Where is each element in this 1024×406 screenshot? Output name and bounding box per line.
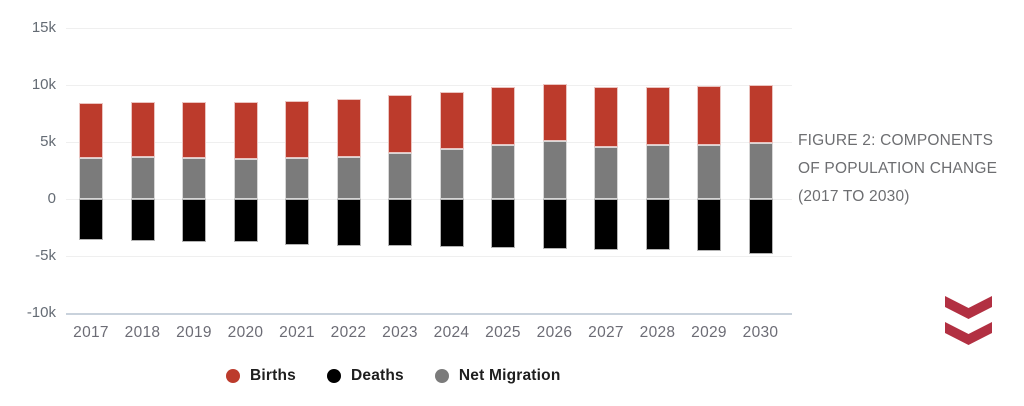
figure-caption-line-1: FIGURE 2: COMPONENTS	[798, 132, 994, 149]
bar-net-migration-2028	[645, 145, 670, 199]
bar-births-2029	[697, 86, 721, 146]
x-axis-tick-2018: 2018	[124, 324, 161, 341]
figure-caption: FIGURE 2: COMPONENTS OF POPULATION CHANG…	[798, 127, 1016, 211]
bar-net-migration-2030	[748, 143, 773, 199]
bar-deaths-2024	[439, 199, 464, 247]
x-axis-tick-2027: 2027	[588, 324, 624, 341]
bar-deaths-2029	[697, 199, 721, 252]
bar-births-2026	[542, 83, 567, 141]
legend-label-births: Births	[250, 367, 296, 384]
bar-deaths-2017	[79, 199, 103, 241]
bar-net-migration-2025	[491, 145, 515, 199]
births-dot-icon	[226, 369, 240, 383]
y-axis-tick-label: 15k	[31, 19, 56, 36]
figure-caption-line-3: (2017 TO 2030)	[798, 188, 910, 205]
legend-item-deaths: Deaths	[326, 367, 404, 385]
bar-births-2020	[233, 102, 258, 160]
deaths-dot-icon	[326, 369, 341, 383]
bar-net-migration-2021	[285, 157, 309, 199]
bar-deaths-2019	[182, 199, 206, 243]
bar-births-2017	[79, 103, 103, 158]
bar-births-2021	[285, 100, 309, 158]
x-axis-tick-2021: 2021	[279, 324, 315, 341]
bar-deaths-2025	[491, 199, 515, 249]
x-axis-tick-2030: 2030	[742, 324, 779, 341]
bar-net-migration-2019	[182, 157, 206, 199]
y-axis-tick-label: -10k	[26, 304, 56, 321]
figure-caption-line-2: OF POPULATION CHANGE	[798, 160, 998, 177]
gridline--5k	[66, 255, 792, 257]
legend-item-net-migration: Net Migration	[434, 367, 561, 385]
bar-births-2019	[182, 102, 206, 158]
double-chevron-down-icon[interactable]	[945, 296, 992, 346]
bar-net-migration-2026	[542, 140, 567, 199]
bar-births-2030	[748, 85, 773, 144]
bar-deaths-2023	[388, 199, 412, 246]
legend-label-net-migration: Net Migration	[458, 367, 561, 384]
x-axis-tick-2020: 2020	[227, 324, 264, 341]
bar-net-migration-2020	[233, 159, 258, 199]
bar-deaths-2018	[130, 199, 155, 242]
bar-births-2027	[594, 87, 618, 147]
bar-births-2023	[388, 95, 412, 154]
net-migration-dot-icon	[434, 369, 449, 383]
bar-deaths-2027	[594, 199, 618, 251]
bar-net-migration-2027	[594, 146, 618, 199]
gridline-5k	[66, 141, 792, 143]
bar-births-2018	[130, 102, 155, 157]
x-axis-tick-2028: 2028	[639, 324, 676, 341]
y-axis-tick-label: 0	[47, 190, 56, 207]
gridline-0	[66, 198, 792, 200]
bar-net-migration-2017	[79, 157, 103, 199]
bar-deaths-2030	[748, 199, 773, 254]
y-axis-tick-label: 10k	[31, 76, 56, 93]
bar-births-2022	[336, 98, 361, 157]
bar-net-migration-2022	[336, 156, 361, 199]
bar-deaths-2028	[645, 199, 670, 251]
bar-births-2024	[439, 91, 464, 149]
gridline-10k	[66, 84, 792, 86]
x-axis-tick-2024: 2024	[433, 324, 470, 341]
x-axis-tick-2026: 2026	[536, 324, 573, 341]
x-axis-tick-2019: 2019	[176, 324, 212, 341]
bar-net-migration-2023	[388, 153, 412, 199]
bar-deaths-2022	[336, 199, 361, 246]
legend-label-deaths: Deaths	[350, 367, 404, 384]
bar-deaths-2020	[233, 199, 258, 243]
gridline--10k	[66, 312, 792, 315]
x-axis-tick-2025: 2025	[485, 324, 521, 341]
bar-net-migration-2024	[439, 148, 464, 199]
y-axis-tick-label: 5k	[40, 133, 56, 150]
bar-deaths-2021	[285, 199, 309, 245]
bar-net-migration-2029	[697, 145, 721, 199]
bar-deaths-2026	[542, 199, 567, 250]
bar-net-migration-2018	[130, 156, 155, 199]
chart-legend: Births Deaths Net Migration	[226, 367, 561, 385]
x-axis-tick-2023: 2023	[382, 324, 418, 341]
bar-births-2028	[645, 87, 670, 146]
bar-births-2025	[491, 87, 515, 146]
x-axis-tick-2022: 2022	[330, 324, 367, 341]
y-axis-tick-label: -5k	[35, 247, 56, 264]
legend-item-births: Births	[226, 367, 296, 385]
gridline-15k	[66, 27, 792, 29]
x-axis-tick-2029: 2029	[691, 324, 727, 341]
x-axis-tick-2017: 2017	[73, 324, 109, 341]
